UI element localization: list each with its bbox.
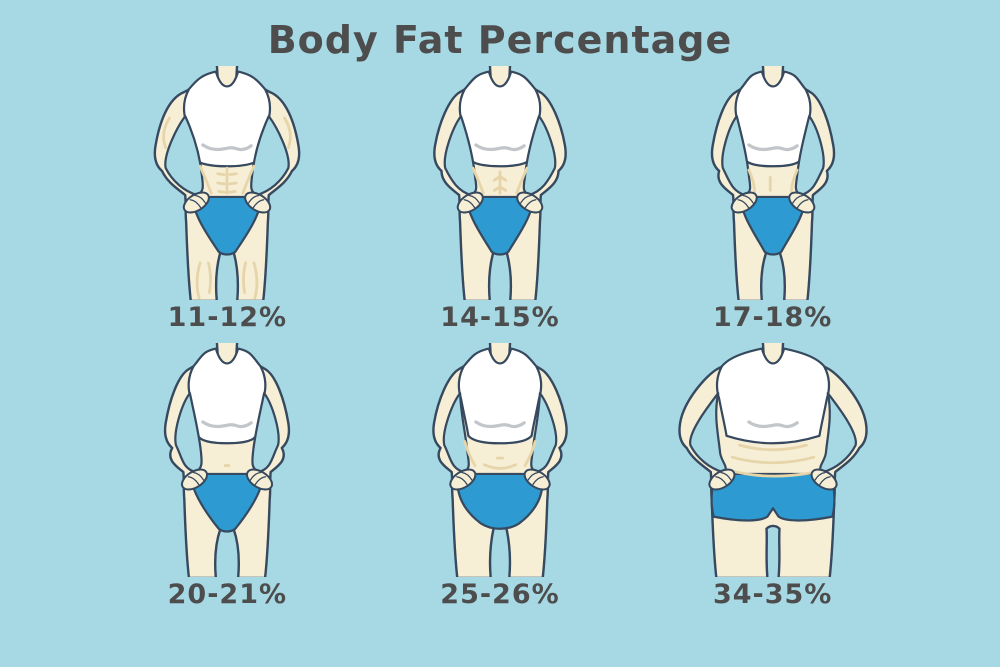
right-hand	[244, 191, 272, 214]
figure-label: 20-21%	[167, 579, 288, 610]
left-hand	[708, 468, 736, 491]
muscle-detail	[463, 440, 537, 470]
bust-line	[474, 420, 526, 429]
left-hand	[449, 468, 477, 491]
bottoms	[710, 472, 836, 522]
bust-line	[474, 143, 526, 152]
body-figure-illustration	[677, 343, 868, 577]
figure-label: 14-15%	[440, 302, 560, 333]
figure-label: 25-26%	[440, 579, 560, 610]
figure-cell: 25-26%	[368, 343, 633, 610]
left-hand	[183, 191, 211, 214]
muscle-detail	[727, 443, 815, 478]
crop-top	[457, 347, 543, 445]
muscle-detail	[162, 116, 293, 300]
figure-cell: 17-18%	[640, 66, 905, 333]
body-figure-illustration	[164, 343, 291, 577]
body-figure-illustration	[433, 66, 567, 300]
bust-line	[746, 143, 799, 152]
bottoms	[456, 472, 544, 530]
figure-label: 11-12%	[167, 302, 288, 333]
left-hand	[181, 468, 209, 491]
figure-grid: 11-12% 14-15% 17-18% 20-21% 25-26% 34-35%	[95, 66, 905, 610]
figure-cell: 14-15%	[368, 66, 633, 333]
figure-label: 17-18%	[712, 302, 833, 333]
crop-top	[187, 347, 267, 445]
figure-cell: 34-35%	[640, 343, 905, 610]
bottoms	[739, 195, 807, 256]
bust-line	[201, 143, 254, 152]
right-hand	[787, 191, 815, 214]
figure-cell: 11-12%	[95, 66, 360, 333]
bust-line	[201, 420, 254, 429]
right-hand	[810, 468, 838, 491]
bottoms	[465, 195, 535, 256]
left-hand	[456, 191, 484, 214]
right-hand	[516, 191, 544, 214]
right-hand	[523, 468, 551, 491]
figure-cell: 20-21%	[95, 343, 360, 610]
body-figure-illustration	[432, 343, 568, 577]
bottoms	[189, 472, 265, 533]
page-title: Body Fat Percentage	[267, 18, 733, 62]
body-figure-illustration	[153, 66, 301, 300]
left-hand	[730, 191, 758, 214]
crop-top	[715, 347, 830, 445]
bottoms	[191, 195, 263, 256]
bust-line	[746, 420, 799, 429]
right-hand	[246, 468, 274, 491]
body-figure-illustration	[710, 66, 835, 300]
figure-label: 34-35%	[712, 579, 833, 610]
crop-top	[734, 70, 812, 168]
muscle-detail	[471, 166, 529, 195]
